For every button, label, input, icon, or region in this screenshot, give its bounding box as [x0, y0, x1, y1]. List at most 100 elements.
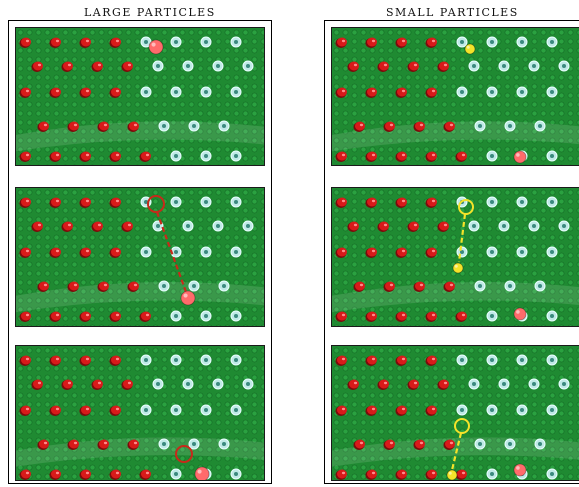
peg-icon — [49, 87, 61, 98]
peg-icon — [230, 468, 242, 480]
peg-icon — [182, 60, 194, 72]
peg-icon — [474, 438, 486, 450]
peg-icon — [152, 60, 164, 72]
peg-icon — [97, 121, 109, 132]
peg-icon — [383, 121, 395, 132]
peg-icon — [546, 468, 558, 480]
trajectory-line — [450, 432, 463, 471]
peg-icon — [425, 197, 437, 208]
peg-icon — [200, 150, 212, 162]
peg-icon — [140, 354, 152, 366]
peg-icon — [353, 439, 365, 450]
peg-icon — [31, 221, 43, 232]
peg-icon — [335, 197, 347, 208]
peg-icon — [170, 354, 182, 366]
peg-icon — [109, 311, 121, 322]
peg-icon — [188, 120, 200, 132]
peg-icon — [121, 221, 133, 232]
large-panel-3-photo — [16, 346, 264, 480]
peg-icon — [504, 120, 516, 132]
peg-icon — [61, 379, 73, 390]
peg-icon — [230, 196, 242, 208]
peg-icon — [443, 121, 455, 132]
peg-icon — [170, 150, 182, 162]
peg-icon — [49, 355, 61, 366]
peg-icon — [139, 469, 151, 480]
large-particle-icon — [513, 463, 527, 477]
peg-icon — [474, 120, 486, 132]
peg-icon — [109, 469, 121, 480]
peg-icon — [456, 354, 468, 366]
peg-icon — [455, 469, 467, 480]
peg-icon — [425, 469, 437, 480]
peg-icon — [31, 379, 43, 390]
heading-small-particles: SMALL PARTICLES — [386, 6, 519, 19]
peg-icon — [443, 281, 455, 292]
peg-icon — [218, 120, 230, 132]
peg-icon — [91, 61, 103, 72]
peg-icon — [534, 280, 546, 292]
small-particle-icon — [452, 262, 464, 274]
peg-icon — [170, 468, 182, 480]
peg-icon — [546, 150, 558, 162]
peg-icon — [79, 151, 91, 162]
peg-icon — [140, 246, 152, 258]
peg-icon — [121, 379, 133, 390]
peg-icon — [425, 355, 437, 366]
peg-icon — [230, 310, 242, 322]
peg-icon — [19, 311, 31, 322]
large-particle-icon — [180, 290, 196, 306]
peg-icon — [67, 121, 79, 132]
peg-icon — [377, 61, 389, 72]
peg-icon — [486, 404, 498, 416]
peg-icon — [97, 439, 109, 450]
peg-icon — [407, 221, 419, 232]
peg-icon — [200, 196, 212, 208]
peg-icon — [49, 469, 61, 480]
peg-icon — [516, 404, 528, 416]
peg-icon — [19, 247, 31, 258]
peg-icon — [546, 354, 558, 366]
peg-icon — [170, 404, 182, 416]
heading-large-particles: LARGE PARTICLES — [84, 6, 216, 19]
peg-icon — [335, 151, 347, 162]
peg-icon — [486, 354, 498, 366]
peg-icon — [218, 438, 230, 450]
peg-icon — [486, 196, 498, 208]
peg-icon — [395, 405, 407, 416]
peg-icon — [486, 246, 498, 258]
peg-icon — [383, 281, 395, 292]
peg-icon — [353, 121, 365, 132]
start-marker-ring — [458, 199, 474, 215]
peg-icon — [335, 355, 347, 366]
peg-icon — [437, 221, 449, 232]
peg-icon — [395, 87, 407, 98]
peg-icon — [528, 220, 540, 232]
peg-icon — [19, 151, 31, 162]
peg-icon — [37, 121, 49, 132]
peg-icon — [230, 86, 242, 98]
peg-icon — [188, 280, 200, 292]
peg-icon — [109, 37, 121, 48]
peg-icon — [407, 379, 419, 390]
peg-icon — [61, 61, 73, 72]
peg-icon — [377, 379, 389, 390]
peg-icon — [212, 378, 224, 390]
peg-icon — [49, 37, 61, 48]
small-panel-1 — [331, 27, 579, 166]
peg-icon — [395, 197, 407, 208]
peg-icon — [486, 468, 498, 480]
peg-icon — [230, 354, 242, 366]
peg-icon — [516, 246, 528, 258]
peg-icon — [335, 469, 347, 480]
peg-icon — [200, 354, 212, 366]
peg-icon — [109, 247, 121, 258]
peg-icon — [127, 281, 139, 292]
peg-icon — [558, 378, 570, 390]
peg-icon — [546, 404, 558, 416]
peg-icon — [546, 196, 558, 208]
peg-icon — [395, 469, 407, 480]
peg-icon — [486, 36, 498, 48]
peg-icon — [91, 379, 103, 390]
peg-icon — [395, 37, 407, 48]
